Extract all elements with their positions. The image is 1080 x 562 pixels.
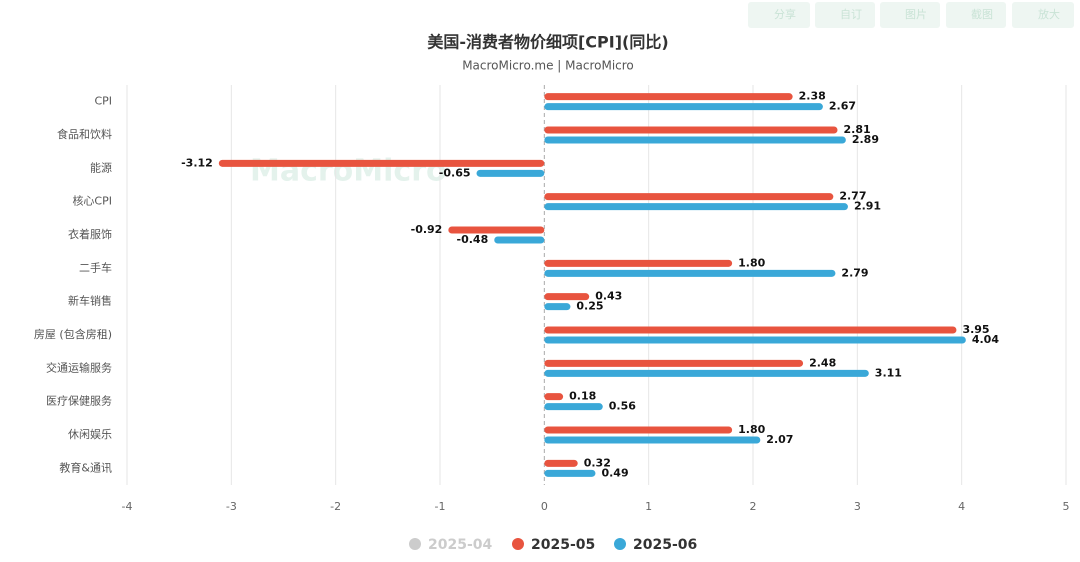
bar [544,259,733,267]
y-tick-label: 教育&通讯 [59,460,112,474]
legend-marker[interactable] [512,538,524,550]
value-label: -0.92 [411,223,443,236]
toolbar-button[interactable] [815,2,875,28]
value-label: 3.11 [875,366,902,379]
value-label: 1.80 [738,423,765,436]
y-tick-label: 食品和饮料 [57,127,112,141]
bar [544,136,846,144]
bar [544,126,838,134]
value-label: 2.91 [854,200,881,213]
value-label: 2.89 [852,133,879,146]
bar [544,469,596,477]
value-label: 2.77 [839,190,866,203]
bar [544,193,834,201]
x-tick-label: -4 [122,500,133,513]
bar [544,336,966,344]
bar [544,369,869,377]
value-label: 0.32 [584,456,611,469]
value-label: -3.12 [181,156,213,169]
legend-label[interactable]: 2025-04 [428,537,493,553]
value-label: 2.48 [809,356,836,369]
bar [544,403,603,411]
bar [448,226,545,234]
y-tick-label: 医疗保健服务 [46,394,112,408]
bar [544,293,590,301]
y-tick-label: 能源 [90,160,112,174]
x-tick-label: 0 [541,500,548,513]
chart-subtitle: MacroMicro.me | MacroMicro [462,59,634,73]
toolbar-label[interactable]: 分享 [774,7,796,21]
toolbar-button[interactable] [880,2,940,28]
bar [476,169,545,177]
bar [544,359,804,367]
x-tick-label: 5 [1063,500,1070,513]
y-tick-label: 衣着服饰 [68,227,112,241]
y-tick-label: 新车销售 [68,294,112,308]
y-tick-label: 房屋 (包含房租) [34,327,112,341]
value-label: 2.38 [799,90,826,103]
y-tick-label: 二手车 [79,260,112,274]
toolbar-button[interactable] [1012,2,1074,28]
x-tick-label: 2 [750,500,757,513]
bar [544,326,957,334]
value-label: 1.80 [738,256,765,269]
toolbar-label[interactable]: 自订 [840,8,862,21]
x-tick-label: 4 [958,500,965,513]
chart-title: 美国-消费者物价细项[CPI](同比) [427,33,668,52]
value-label: 0.49 [601,466,628,479]
y-tick-label: 交通运输服务 [46,360,112,374]
value-label: 3.95 [962,323,989,336]
x-tick-label: 3 [854,500,861,513]
x-tick-label: -3 [226,500,237,513]
watermark: MacroMicro [250,154,447,189]
bar [544,93,793,101]
y-tick-label: CPI [94,95,112,108]
value-label: 0.56 [609,400,636,413]
value-label: 0.25 [576,300,603,313]
bar [218,159,545,167]
legend-marker[interactable] [409,538,421,550]
x-tick-label: 1 [645,500,652,513]
bar [494,236,545,244]
toolbar-label[interactable]: 图片 [905,8,927,21]
x-tick-label: -1 [435,500,446,513]
toolbar-label[interactable]: 截图 [971,7,993,21]
bar [544,459,578,467]
value-label: 2.81 [844,123,871,136]
y-tick-label: 休闲娱乐 [68,427,112,441]
bar [544,426,733,434]
bar [544,393,564,401]
bar [544,203,848,211]
value-label: 0.43 [595,290,622,303]
legend-label[interactable]: 2025-05 [531,537,595,553]
bar [544,303,571,311]
value-label: 2.07 [766,433,793,446]
bar [544,436,761,444]
value-label: 4.04 [972,333,999,346]
value-label: 2.79 [841,266,868,279]
toolbar: 分享 自订 图片 截图 放大 [748,2,1074,28]
legend-marker[interactable] [614,538,626,550]
toolbar-button[interactable] [748,2,810,28]
value-label: -0.65 [439,166,471,179]
toolbar-label[interactable]: 放大 [1038,7,1060,21]
value-label: -0.48 [457,233,489,246]
x-tick-label: -2 [330,500,341,513]
bar [544,269,836,277]
toolbar-button[interactable] [946,2,1006,28]
bar [544,103,823,111]
y-tick-label: 核心CPI [72,194,112,208]
legend-label[interactable]: 2025-06 [633,537,697,553]
value-label: 0.18 [569,390,596,403]
value-label: 2.67 [829,100,856,113]
